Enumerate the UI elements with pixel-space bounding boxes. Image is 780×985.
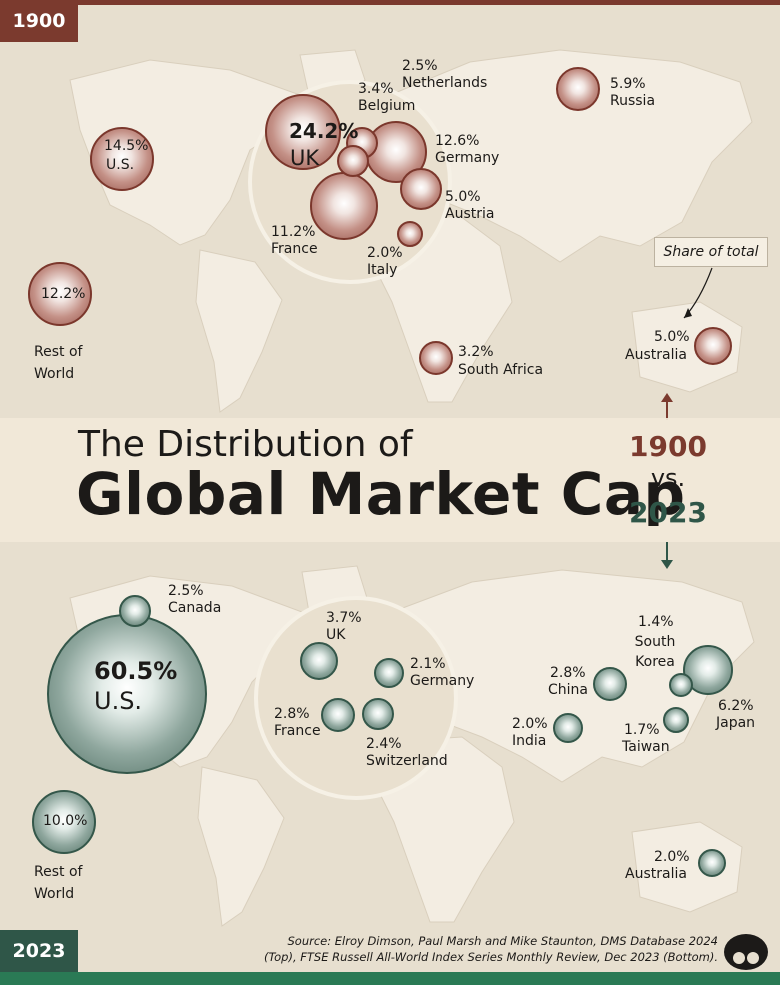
title-vs: vs. [650, 464, 686, 492]
label-name-us-2023: U.S. [94, 687, 143, 715]
label-name-australia-2023: Australia [625, 866, 687, 882]
australia-shape [631, 301, 743, 393]
source-note: Source: Elroy Dimson, Paul Marsh and Mik… [258, 933, 718, 965]
label-name-germany-1900: Germany [435, 150, 500, 166]
label-name-switzerland-2023: Switzerland [366, 753, 448, 769]
label-name-us-1900: U.S. [106, 157, 135, 173]
label-pct-india-2023: 2.0% [512, 716, 548, 732]
label-name-italy-1900: Italy [367, 262, 398, 278]
bubble-rest-1900 [28, 262, 92, 326]
label-name-rest-2023: Rest of World [34, 864, 83, 902]
europe-asia-shape [391, 569, 755, 783]
label-pct-taiwan-2023: 1.7% [624, 722, 660, 738]
bubble-australia-2023 [698, 849, 726, 877]
label-name-austria-1900: Austria [445, 206, 495, 222]
bubble-italy-1900 [397, 221, 423, 247]
bubble-france-1900 [310, 172, 378, 240]
south-america-shape [195, 249, 283, 413]
label-name-india-2023: India [512, 733, 547, 749]
bubble-austria-1900 [400, 168, 442, 210]
bubble-us-2023 [47, 614, 207, 774]
label-name-south-korea-2023: South Korea [634, 634, 676, 670]
label-pct-austria-1900: 5.0% [445, 189, 481, 205]
label-name-australia-1900: Australia [625, 347, 687, 363]
bubble-south-korea-2023 [669, 673, 693, 697]
label-pct-uk-1900: 24.2% [289, 119, 359, 143]
label-pct-switzerland-2023: 2.4% [366, 736, 402, 752]
label-pct-canada-2023: 2.5% [168, 583, 204, 599]
year-tag-1900: 1900 [0, 0, 78, 42]
bubble-uk-2023 [300, 642, 338, 680]
label-name-france-2023: France [274, 723, 321, 739]
label-pct-south-africa-1900: 3.2% [458, 344, 494, 360]
label-pct-rest-2023: 10.0% [43, 813, 88, 829]
label-pct-us-1900: 14.5% [104, 138, 149, 154]
bubble-india-2023 [553, 713, 583, 743]
label-pct-japan-2023: 6.2% [718, 698, 754, 714]
label-name-belgium-1900: Belgium [358, 98, 416, 114]
label-pct-belgium-1900: 3.4% [358, 81, 394, 97]
label-pct-us-2023: 60.5% [94, 657, 178, 685]
bubble-canada-2023 [119, 595, 151, 627]
title-line-2: Global Market Cap [76, 460, 686, 528]
bubble-uk-1900 [265, 94, 341, 170]
footer-bar [0, 972, 780, 985]
australia-shape [631, 821, 743, 913]
label-pct-france-2023: 2.8% [274, 706, 310, 722]
title-year-1900: 1900 [629, 430, 707, 463]
bubble-us-1900 [90, 127, 154, 191]
year-tag-2023: 2023 [0, 930, 78, 972]
label-name-japan-2023: Japan [716, 715, 756, 731]
bubble-australia-1900 [694, 327, 732, 365]
europe-asia-shape [389, 49, 753, 263]
label-pct-netherlands-1900: 2.5% [402, 58, 438, 74]
label-pct-australia-2023: 2.0% [654, 849, 690, 865]
label-pct-russia-1900: 5.9% [610, 76, 646, 92]
label-pct-china-2023: 2.8% [550, 665, 586, 681]
label-name-canada-2023: Canada [168, 600, 222, 616]
bubble-china-2023 [593, 667, 627, 701]
title-year-2023: 2023 [629, 496, 707, 529]
label-pct-rest-1900: 12.2% [41, 286, 86, 302]
label-name-germany-2023: Germany [410, 673, 475, 689]
bubble-france-2023 [321, 698, 355, 732]
map-1900 [69, 49, 753, 413]
source-line-2: (Top), FTSE Russell All-World Index Seri… [264, 950, 718, 965]
bubble-germany-2023 [374, 658, 404, 688]
bubble-south-africa-1900 [419, 341, 453, 375]
label-pct-italy-1900: 2.0% [367, 245, 403, 261]
label-pct-uk-2023: 3.7% [326, 610, 362, 626]
label-name-china-2023: China [548, 682, 588, 698]
label-name-rest-1900: Rest of World [34, 344, 83, 382]
share-of-total-callout: Share of total [654, 237, 768, 267]
label-pct-south-korea-2023: 1.4% [638, 614, 674, 630]
source-line-1: Source: Elroy Dimson, Paul Marsh and Mik… [287, 934, 718, 948]
bubble-rest-2023 [32, 790, 96, 854]
logo-mark [724, 934, 768, 970]
label-name-uk-2023: UK [326, 627, 346, 643]
title-line-1: The Distribution of [78, 424, 413, 465]
bubble-taiwan-2023 [663, 707, 689, 733]
bubble-switzerland-2023 [362, 698, 394, 730]
label-name-netherlands-1900: Netherlands [402, 75, 488, 91]
bubble-russia-1900 [556, 67, 600, 111]
label-pct-australia-1900: 5.0% [654, 329, 690, 345]
label-pct-germany-2023: 2.1% [410, 656, 446, 672]
label-pct-france-1900: 11.2% [271, 224, 316, 240]
label-name-south-africa-1900: South Africa [458, 362, 544, 378]
label-pct-germany-1900: 12.6% [435, 133, 480, 149]
south-america-shape [197, 766, 285, 927]
bubble-netherlands-1900 [337, 145, 369, 177]
label-name-russia-1900: Russia [610, 93, 656, 109]
title-banner [0, 418, 780, 542]
label-name-france-1900: France [271, 241, 318, 257]
label-name-taiwan-2023: Taiwan [622, 739, 670, 755]
label-name-uk-1900: UK [290, 146, 320, 170]
